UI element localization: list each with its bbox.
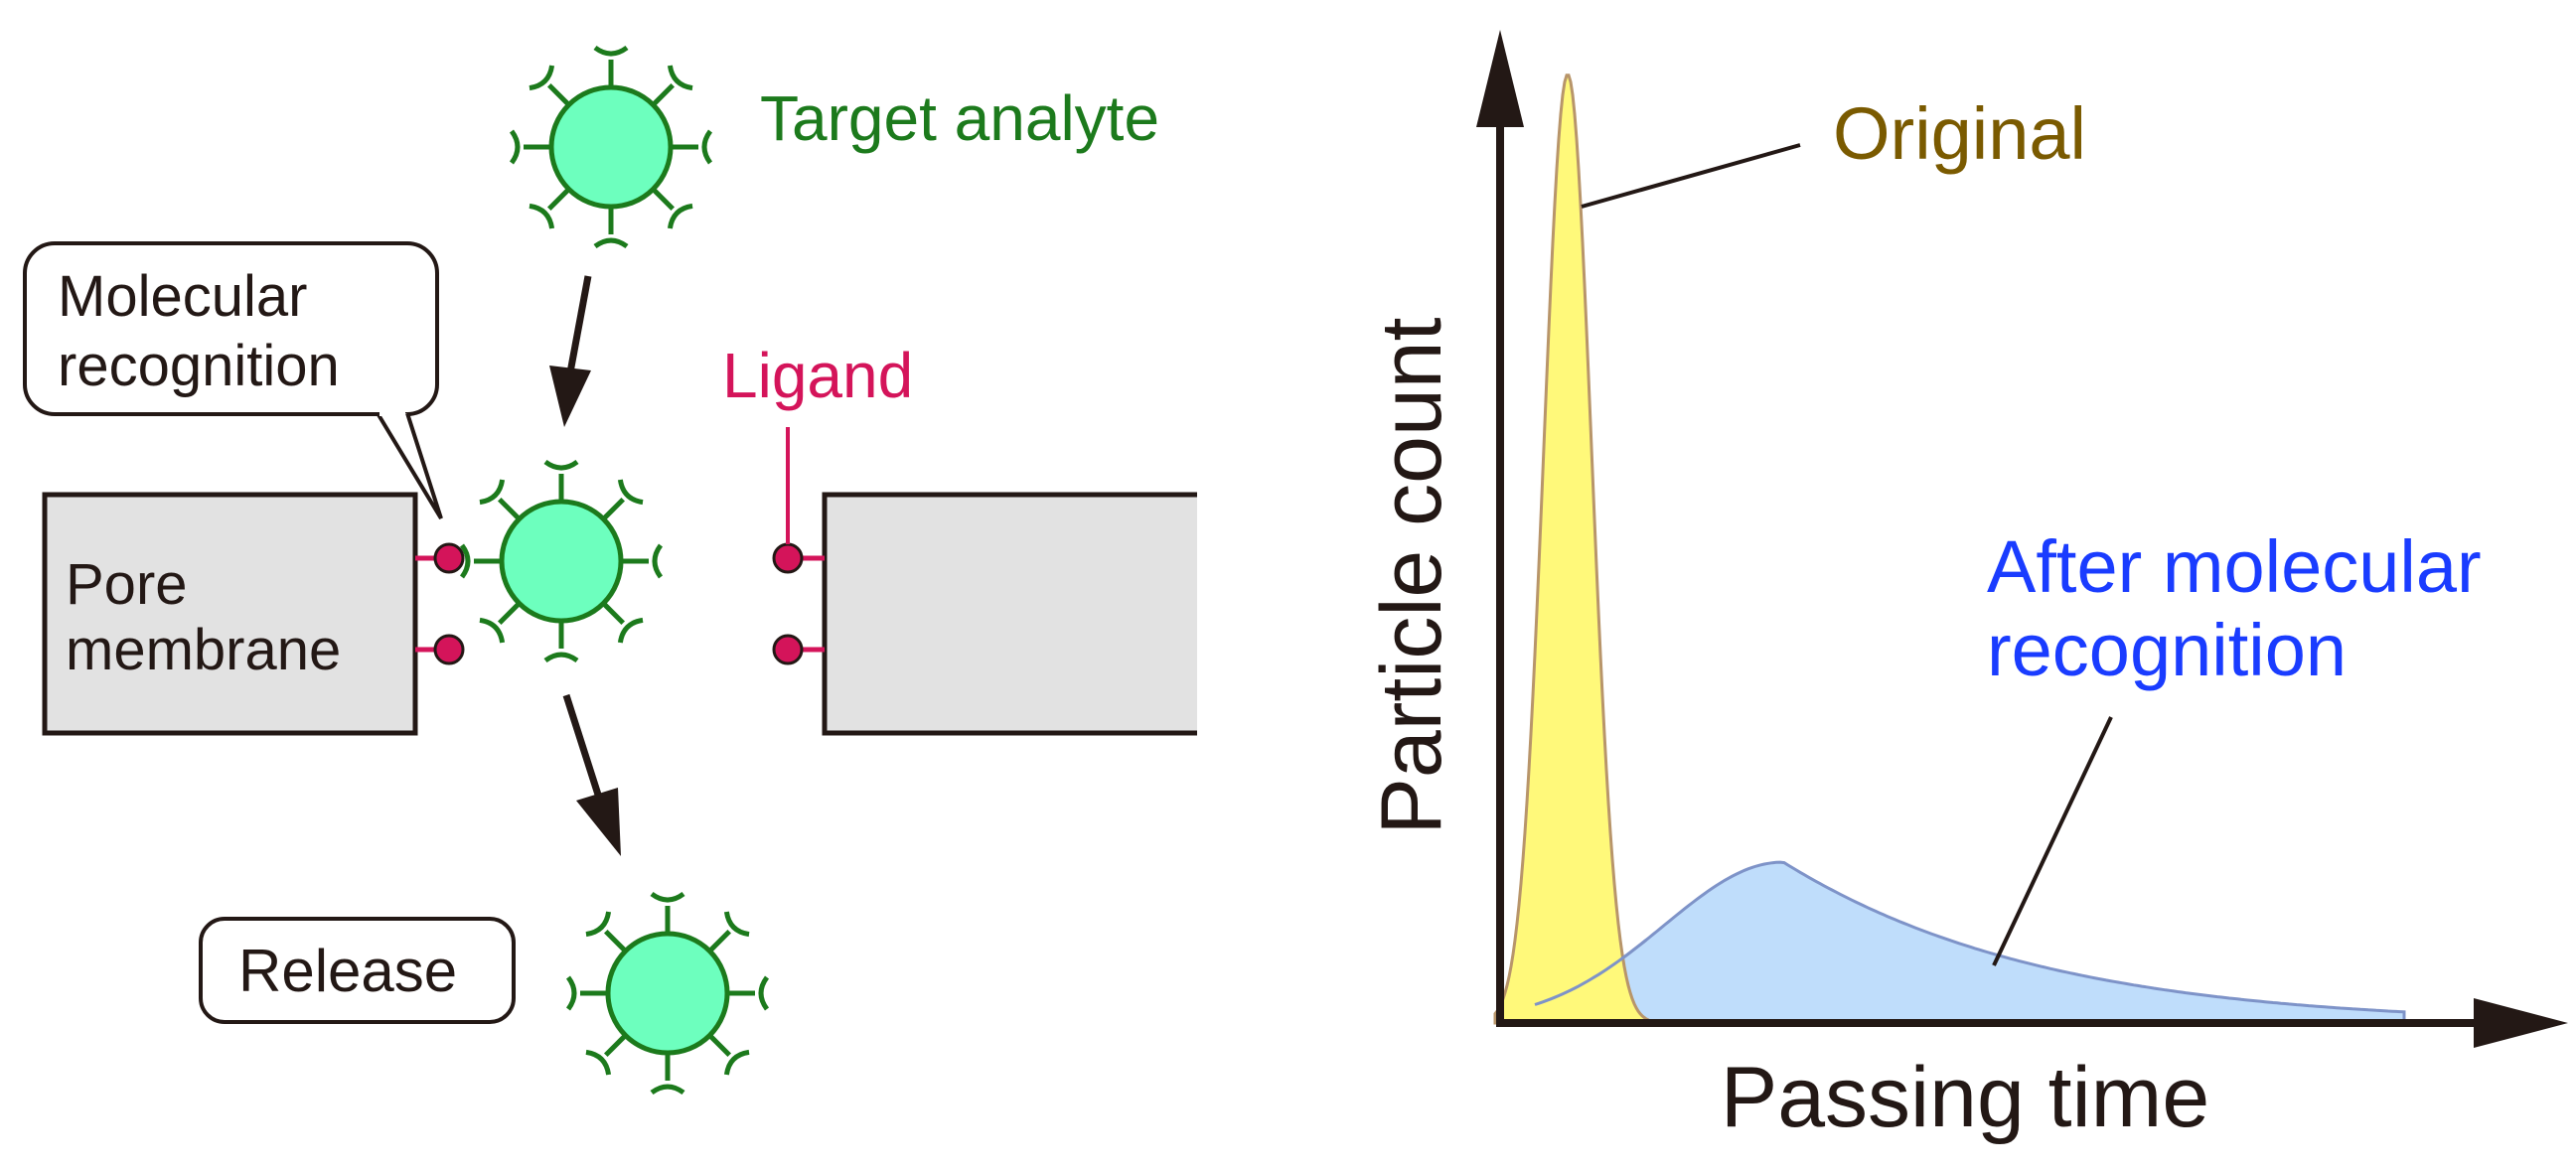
y-axis-label: Particle count — [1364, 317, 1459, 834]
molecular-recognition-callout — [23, 241, 439, 416]
original-series-label: Original — [1833, 92, 2086, 175]
y-axis-arrowhead — [1476, 30, 1524, 127]
pore-membrane-left — [42, 492, 418, 736]
passing-time-chart: Particle count Passing time Original Aft… — [1364, 30, 2568, 1145]
x-axis-label: Passing time — [1721, 1050, 2209, 1145]
arrow-down-to-pore — [549, 275, 592, 427]
pore-membrane-label-line2: membrane — [66, 618, 341, 682]
release-callout — [199, 917, 516, 1024]
analyte-bound — [459, 459, 664, 663]
molecular-recognition-line1: Molecular — [58, 264, 307, 329]
ligand-left-bottom — [415, 634, 465, 665]
after-leader-line — [1992, 716, 2113, 966]
molecular-recognition-pointer — [376, 411, 443, 520]
analyte-particles — [459, 45, 770, 1096]
after-recognition-curve — [1530, 860, 2406, 1025]
ligand-left-top — [415, 542, 465, 574]
pore-membrane-right — [822, 492, 1197, 736]
arrow-down-release — [562, 693, 621, 856]
after-series-label-line2: recognition — [1987, 609, 2347, 691]
after-recognition-outline — [1534, 939, 1647, 1006]
analyte-released — [565, 891, 770, 1096]
ligand-right-bottom — [772, 634, 825, 665]
original-leader-line — [1581, 143, 1801, 209]
ligand-label: Ligand — [722, 340, 913, 411]
ligand-right-top — [772, 542, 825, 574]
release-label: Release — [238, 938, 457, 1004]
pore-membrane-label-line1: Pore — [66, 552, 188, 617]
molecular-recognition-line2: recognition — [58, 334, 340, 398]
analyte-target — [509, 45, 713, 249]
pore-diagram: Pore membrane Ligand Target analyte Mole… — [23, 45, 1197, 1096]
original-curve — [1493, 73, 1652, 1025]
target-analyte-label: Target analyte — [760, 82, 1159, 154]
after-series-label-line1: After molecular — [1987, 525, 2482, 608]
x-axis-arrowhead — [2474, 998, 2568, 1048]
